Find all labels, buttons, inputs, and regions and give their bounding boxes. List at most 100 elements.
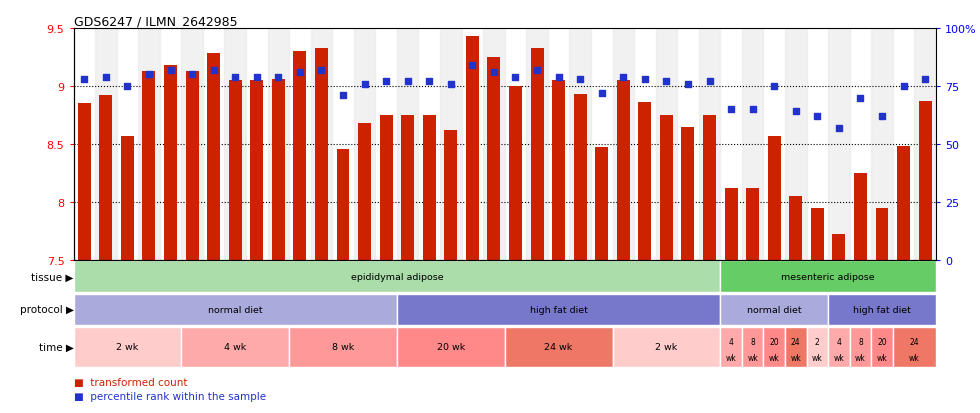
Bar [293,52,307,260]
Bar [828,294,936,325]
Bar [483,29,505,260]
Bar [397,327,505,367]
Point [400,79,416,85]
Text: normal diet: normal diet [747,305,802,314]
Point [184,72,200,78]
Point [896,83,911,90]
Point [465,63,480,69]
Point [486,69,502,76]
Bar [850,327,871,367]
Bar [854,173,867,260]
Point [335,93,351,99]
Bar [181,29,203,260]
Bar [138,29,160,260]
Bar [164,66,177,260]
Bar [612,29,634,260]
Bar [703,116,716,260]
Point [206,67,221,74]
Point [98,74,114,81]
Bar [354,29,375,260]
Bar [526,29,548,260]
Bar [397,29,418,260]
Text: GDS6247 / ILMN_2642985: GDS6247 / ILMN_2642985 [74,15,237,28]
Point [76,76,92,83]
Text: high fat diet: high fat diet [853,305,911,314]
Bar [336,149,350,260]
Text: wk: wk [909,353,919,362]
Bar [397,294,720,325]
Bar [207,55,220,260]
Text: 4: 4 [837,337,841,347]
Text: wk: wk [791,353,801,362]
Text: high fat diet: high fat diet [529,305,588,314]
Point [249,74,265,81]
Bar [699,29,720,260]
Bar [720,261,936,292]
Bar [763,327,785,367]
Text: 24: 24 [909,337,919,347]
Bar [720,294,828,325]
Text: normal diet: normal diet [208,305,263,314]
Point [227,74,243,81]
Text: 20 wk: 20 wk [437,342,465,351]
Point [551,74,566,81]
Text: 8 wk: 8 wk [332,342,354,351]
Bar [77,104,91,260]
Point [745,107,760,113]
Bar [311,29,332,260]
Bar [742,29,763,260]
Bar [918,102,932,260]
Point [443,81,459,88]
Text: 24: 24 [791,337,801,347]
Bar [401,116,415,260]
Bar [724,188,738,260]
Point [659,79,674,85]
Text: wk: wk [726,353,736,362]
Text: wk: wk [812,353,822,362]
Point [615,74,631,81]
Bar [595,148,609,260]
Text: wk: wk [748,353,758,362]
Bar [897,147,910,260]
Bar [893,327,936,367]
Text: 24 wk: 24 wk [545,342,572,351]
Text: 8: 8 [858,337,862,347]
Bar [871,29,893,260]
Text: ■  percentile rank within the sample: ■ percentile rank within the sample [74,392,266,401]
Bar [358,124,371,260]
Bar [121,136,134,260]
Point [529,67,545,74]
Text: protocol ▶: protocol ▶ [20,305,74,315]
Point [421,79,437,85]
Text: 4 wk: 4 wk [224,342,246,351]
Point [594,90,610,97]
Bar [767,136,781,260]
Text: wk: wk [834,353,844,362]
Point [292,69,308,76]
Bar [444,131,458,260]
Text: wk: wk [769,353,779,362]
Bar [616,81,630,260]
Bar [656,29,677,260]
Bar [422,116,436,260]
Bar [185,72,199,260]
Bar [228,81,242,260]
Bar [828,327,850,367]
Point [788,109,804,116]
Point [809,114,825,120]
Text: 2: 2 [815,337,819,347]
Point [141,72,157,78]
Bar [95,29,117,260]
Text: 2 wk: 2 wk [117,342,138,351]
Point [723,107,739,113]
Bar [785,29,807,260]
Bar [181,327,289,367]
Bar [466,37,479,260]
Point [680,81,696,88]
Text: wk: wk [856,353,865,362]
Bar [681,127,695,260]
Point [831,125,847,132]
Bar [720,327,742,367]
Text: epididymal adipose: epididymal adipose [351,272,443,281]
Bar [660,116,673,260]
